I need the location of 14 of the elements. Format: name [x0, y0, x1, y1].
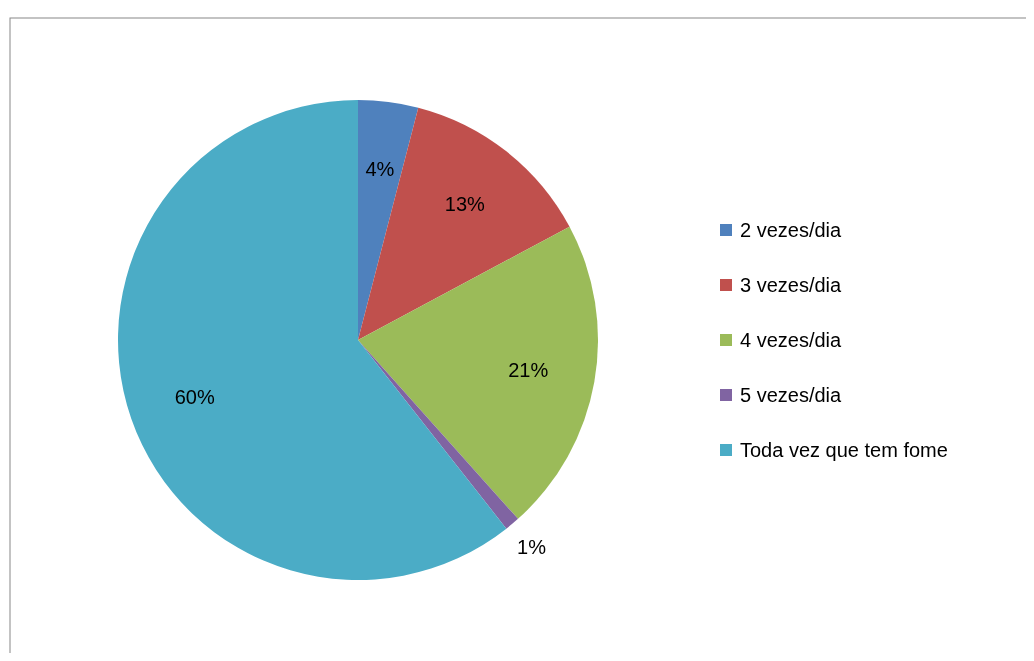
data-label: 21% — [508, 359, 549, 382]
legend-label: 5 vezes/dia — [740, 384, 843, 406]
legend-label: 3 vezes/dia — [740, 274, 843, 296]
data-label: 13% — [444, 193, 486, 216]
legend-label: 4 vezes/dia — [740, 329, 843, 351]
legend-label: 2 vezes/dia — [740, 219, 843, 241]
data-label: 60% — [174, 385, 215, 408]
pie-slice — [118, 100, 507, 580]
pie-slice — [358, 107, 570, 340]
data-label: 4% — [365, 157, 395, 180]
data-label: 1% — [517, 535, 547, 558]
pie-slice — [358, 100, 419, 340]
pie-slice — [358, 226, 598, 519]
legend-label: Toda vez que tem fome — [740, 439, 948, 461]
